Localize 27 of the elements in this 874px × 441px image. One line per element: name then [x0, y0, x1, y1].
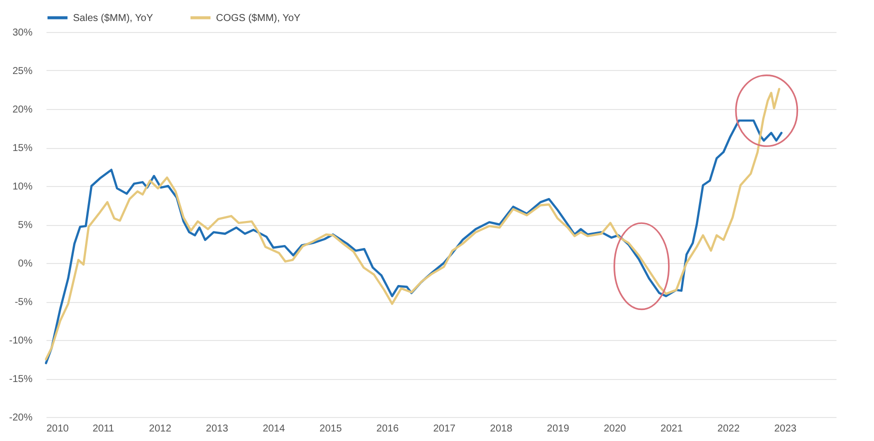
y-tick-label: 10% — [12, 182, 33, 192]
x-tick-label: 2022 — [717, 424, 740, 434]
legend-label: COGS ($MM), YoY — [216, 12, 301, 24]
y-tick-label: 30% — [12, 28, 33, 38]
y-tick-label: 25% — [12, 66, 33, 77]
y-tick-label: 0% — [18, 258, 33, 270]
x-tick-label: 2017 — [433, 424, 456, 434]
y-tick-label: -10% — [9, 336, 33, 346]
x-tick-label: 2014 — [262, 424, 286, 434]
x-tick-label: 2021 — [660, 424, 684, 434]
y-tick-label: -20% — [9, 412, 33, 424]
x-tick-label: 2023 — [774, 424, 797, 434]
x-tick-label: 2012 — [149, 424, 172, 434]
x-tick-label: 2018 — [490, 424, 513, 434]
x-tick-label: 2020 — [604, 424, 626, 434]
x-tick-label: 2019 — [546, 424, 570, 434]
legend-label: Sales ($MM), YoY — [73, 12, 154, 24]
x-tick-label: 2016 — [376, 424, 400, 434]
y-tick-label: -15% — [9, 374, 33, 385]
y-tick-label: 15% — [12, 143, 33, 154]
x-tick-label: 2013 — [206, 424, 229, 434]
x-tick-label: 2015 — [320, 424, 342, 434]
y-tick-label: -5% — [14, 297, 33, 308]
x-tick-label: 2011 — [92, 424, 115, 434]
y-tick-label: 20% — [12, 104, 33, 116]
x-tick-label: 2010 — [46, 424, 70, 434]
y-tick-label: 5% — [18, 220, 33, 231]
